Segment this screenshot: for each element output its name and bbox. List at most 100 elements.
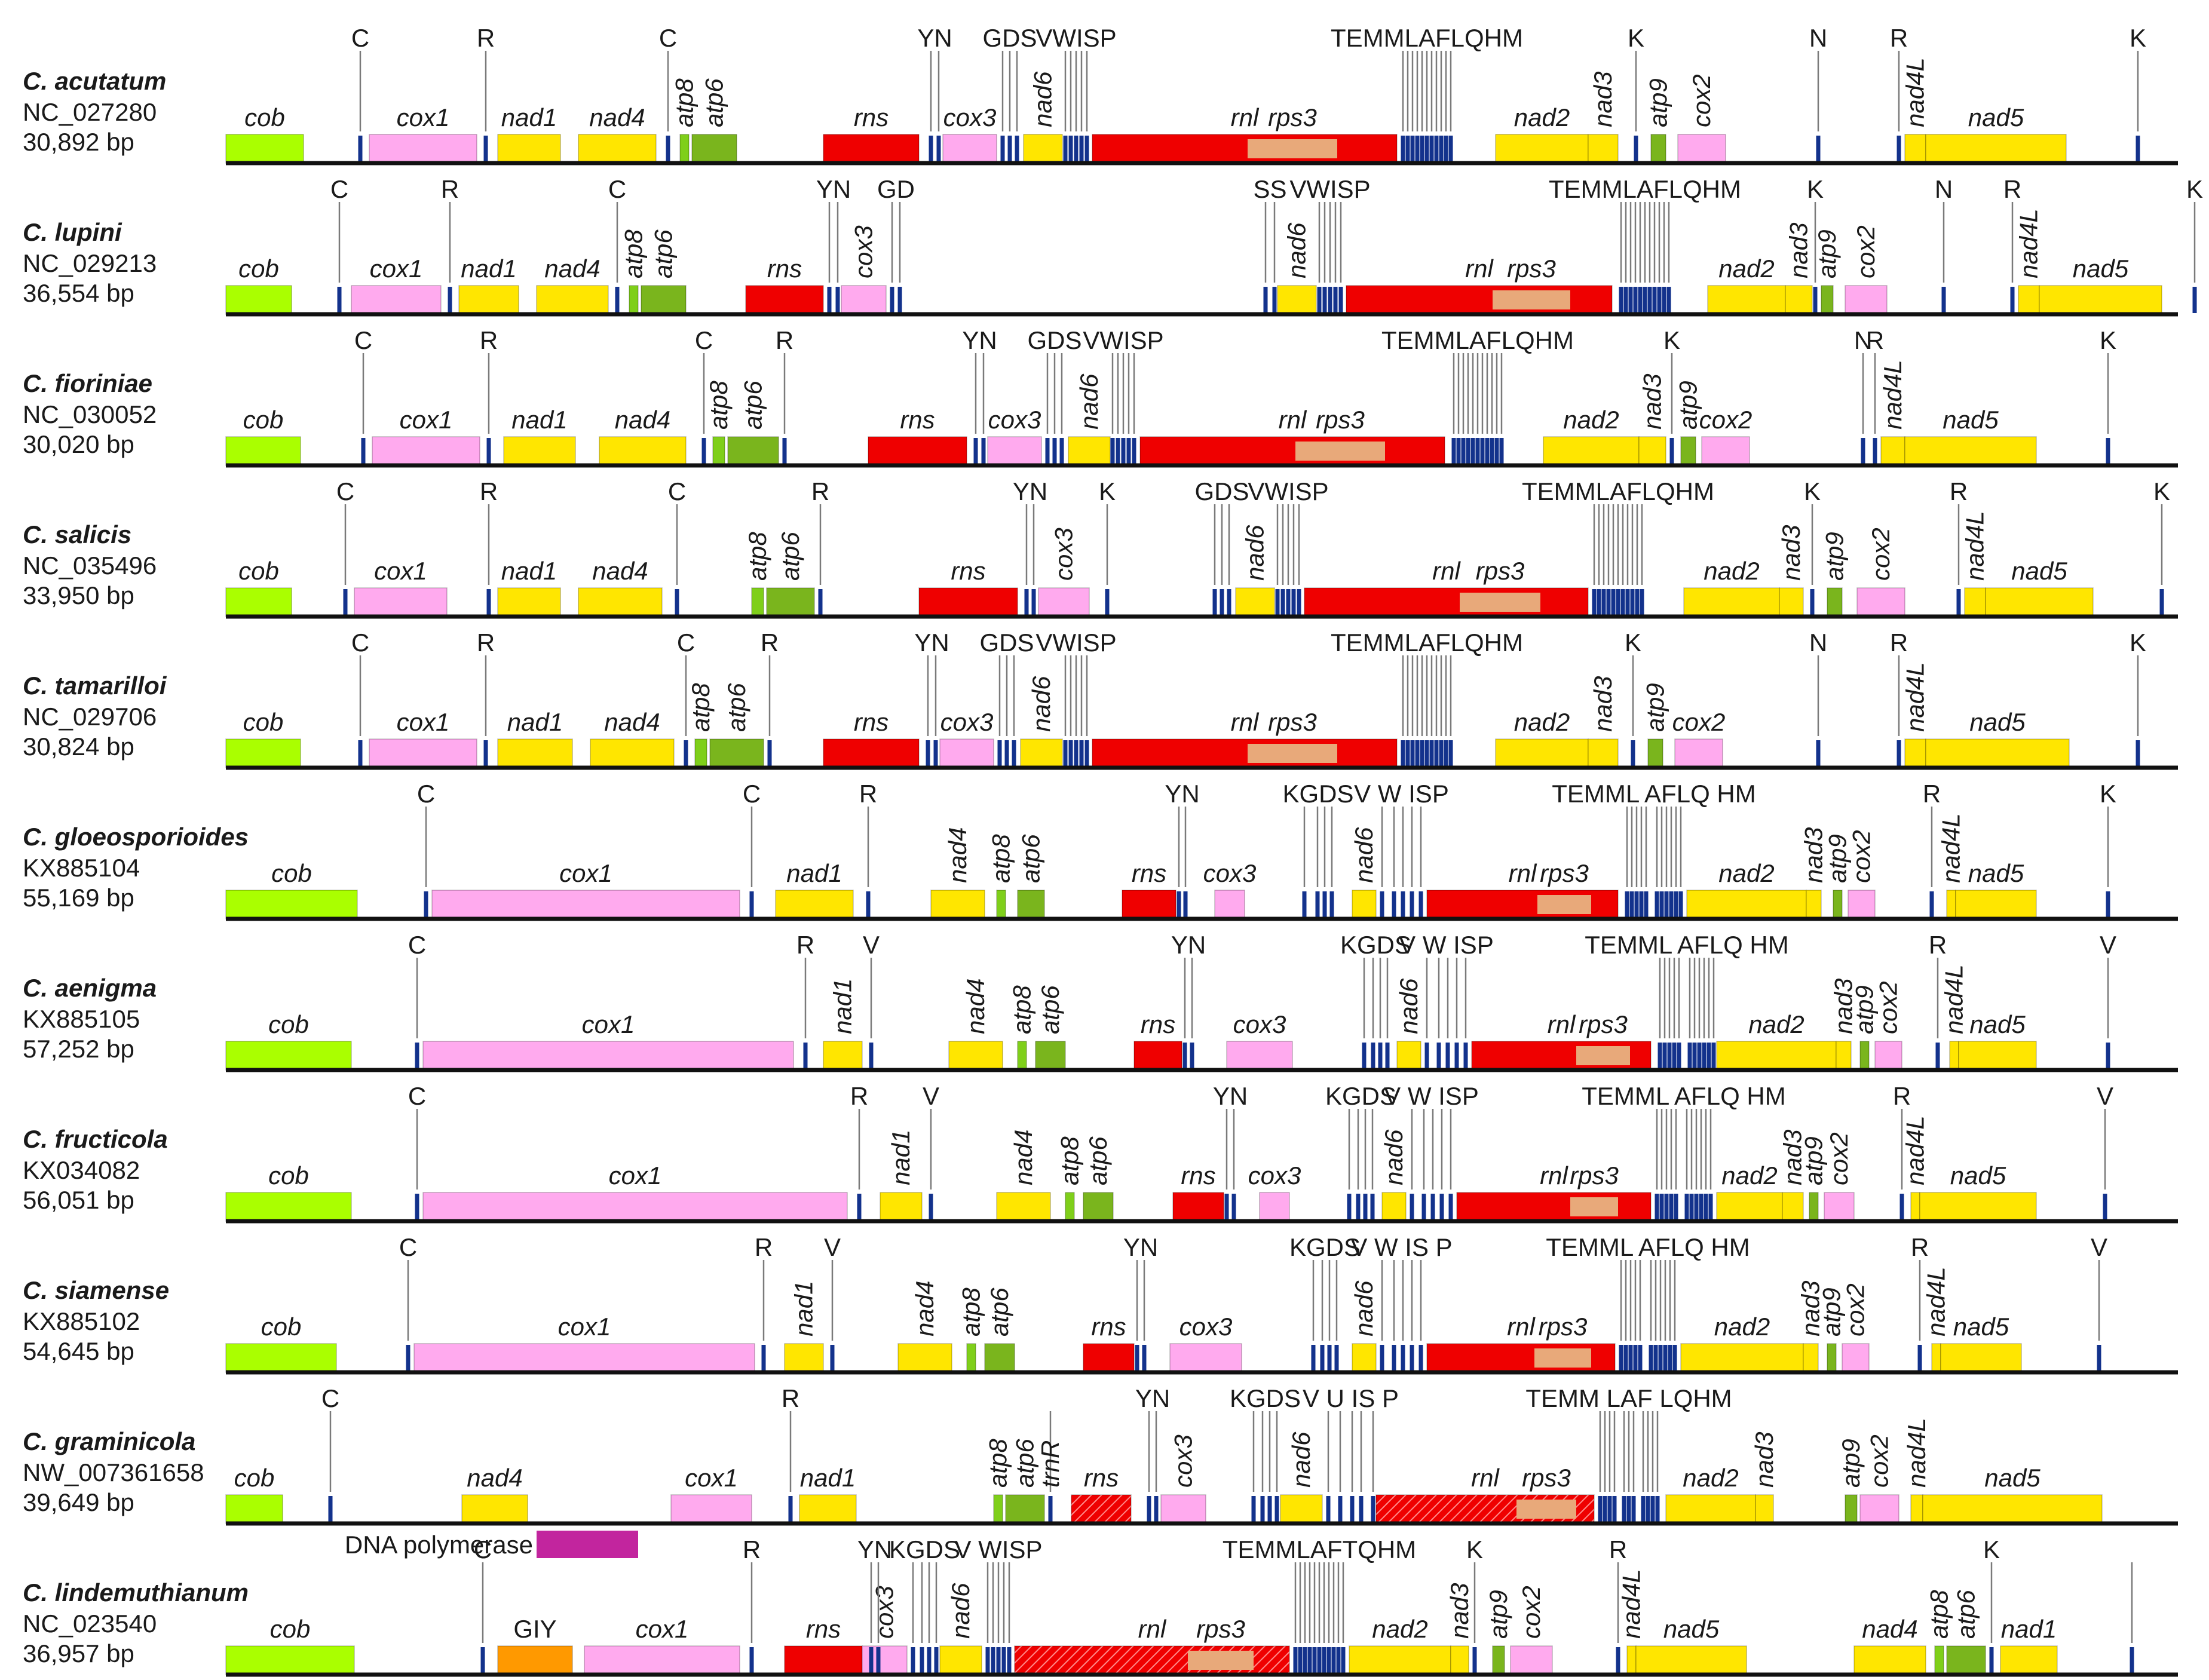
gene-label-nad6: nad6 <box>1283 222 1311 278</box>
trna-mark-W <box>1436 1043 1441 1069</box>
gene-block-cox2 <box>1874 1041 1902 1071</box>
gene-label-cox3: cox3 <box>988 406 1041 434</box>
gene-label-nad1: nad1 <box>887 1130 915 1185</box>
trna-mark-C <box>361 438 366 464</box>
trna-mark-M <box>1666 287 1671 313</box>
gene-block-rnl <box>1304 587 1589 617</box>
gene-label-rns: rns <box>951 557 985 585</box>
trna-mark-L <box>1420 136 1424 162</box>
trna-cluster-label: R <box>796 931 814 959</box>
gene-block-nad2 <box>1495 738 1589 768</box>
trna-cluster-label: C <box>351 629 369 657</box>
trna-mark-V <box>1380 891 1384 918</box>
trna-cluster-label: C <box>474 1535 492 1563</box>
gene-block-cob <box>225 1041 352 1071</box>
gene-label-nad3: nad3 <box>1589 72 1617 127</box>
trna-mark-F <box>1620 589 1625 615</box>
trna-cluster-label: VWISP <box>1035 629 1116 657</box>
trna-mark-V <box>929 1194 933 1220</box>
trna-mark-E <box>1405 740 1410 767</box>
species-name: C. fioriniae <box>23 369 152 397</box>
gene-label-nad5: nad5 <box>1984 1464 2041 1492</box>
trna-cluster-label: R <box>850 1082 868 1110</box>
trna-cluster-label: R <box>1893 1082 1911 1110</box>
gene-label-cob: cob <box>243 406 284 434</box>
gene-block-nad1 <box>2000 1645 2058 1675</box>
gene-label-cox2: cox2 <box>1842 1283 1870 1336</box>
trna-mark-G <box>997 740 1002 767</box>
trna-cluster-label: V W IS P <box>1350 1233 1452 1261</box>
gene-block-nad4 <box>996 1192 1051 1222</box>
trna-mark-N <box>1154 1496 1159 1522</box>
trna-mark-L <box>1674 1194 1678 1220</box>
gene-label-nad5: nad5 <box>1943 406 1999 434</box>
gene-label-cox3: cox3 <box>1169 1434 1197 1488</box>
gene-label-atp8: atp8 <box>670 78 698 127</box>
trna-cluster-label: N <box>1854 326 1872 354</box>
trna-mark-F <box>1429 740 1434 767</box>
trna-mark-K <box>2159 589 2164 615</box>
genome-size: 39,649 bp <box>23 1488 134 1516</box>
gene-block-nad5 <box>1940 1343 2022 1373</box>
trna-mark-Q <box>1439 136 1444 162</box>
gene-label-cox3: cox3 <box>943 103 997 131</box>
gene-block-rns <box>784 1645 863 1675</box>
trna-cluster-label: TEMMLAFLQHM <box>1331 24 1523 52</box>
trna-mark-T <box>1619 287 1623 313</box>
gene-block-nad1 <box>503 436 576 466</box>
trna-mark-M <box>1639 891 1644 918</box>
trna-mark-M <box>1466 438 1470 464</box>
trna-cluster-label: K <box>2153 477 2170 505</box>
trna-cluster-label: TEMMLAFLQHM <box>1522 477 1714 505</box>
gene-label-nad2: nad2 <box>1372 1615 1427 1643</box>
trna-mark-P <box>1338 287 1343 313</box>
gene-label-rps3: rps3 <box>1522 1464 1571 1492</box>
trna-mark-D <box>927 1647 932 1673</box>
gene-label-cox2: cox2 <box>1699 406 1753 434</box>
gene-block-nad3 <box>1588 134 1619 164</box>
trna-mark-L <box>1611 589 1616 615</box>
trna-mark-C <box>415 1194 419 1220</box>
gene-label-nad2: nad2 <box>1718 255 1774 283</box>
gene-block-atp8 <box>966 1343 976 1373</box>
trna-mark-W <box>1068 740 1073 767</box>
trna-mark-R <box>1616 1647 1620 1673</box>
trna-mark-L <box>1664 891 1669 918</box>
trna-mark-Q <box>1702 1043 1706 1069</box>
trna-mark-D <box>1378 1043 1383 1069</box>
trna-mark-Y <box>1182 1043 1187 1069</box>
trna-mark-S <box>1001 1647 1006 1673</box>
trna-mark-V <box>2103 1194 2107 1220</box>
trna-cluster-label: R <box>1890 629 1908 657</box>
gene-block-atp6 <box>1017 890 1045 919</box>
gene-block-cox2 <box>1845 285 1888 315</box>
gene-label-cox3: cox3 <box>850 225 878 278</box>
gene-label-nad2: nad2 <box>1748 1010 1804 1038</box>
trna-mark-R <box>2010 287 2015 313</box>
trna-cluster-label: YN <box>1171 931 1206 959</box>
trna-mark-L <box>1697 1043 1702 1069</box>
trna-mark-A <box>1616 589 1620 615</box>
gene-label-nad5: nad5 <box>1968 859 2024 887</box>
gene-label-nad1: nad1 <box>501 557 557 585</box>
gene-block-atp6 <box>709 738 764 768</box>
trna-mark-I <box>1430 1194 1435 1220</box>
gene-label-nad1: nad1 <box>501 103 557 131</box>
gene-label-atp9: atp9 <box>1641 683 1669 732</box>
trna-mark-Y <box>869 1647 874 1673</box>
trna-mark-P <box>1084 740 1089 767</box>
trna-cluster-label: C <box>668 477 686 505</box>
trna-mark-P <box>1297 589 1301 615</box>
trna-mark-V <box>1424 1043 1429 1069</box>
trna-mark-M <box>1607 1496 1612 1522</box>
gene-block-rps3 <box>1248 139 1337 158</box>
gene-block-nad6 <box>939 1645 982 1675</box>
trna-mark-T <box>1451 438 1456 464</box>
trna-mark-R <box>782 438 787 464</box>
trna-mark-H <box>1635 589 1640 615</box>
trna-mark-L <box>1625 589 1630 615</box>
gene-label-cox3: cox3 <box>1203 859 1257 887</box>
gene-label-cox1: cox1 <box>559 859 612 887</box>
gene-label-atp9: atp9 <box>1800 1136 1828 1185</box>
